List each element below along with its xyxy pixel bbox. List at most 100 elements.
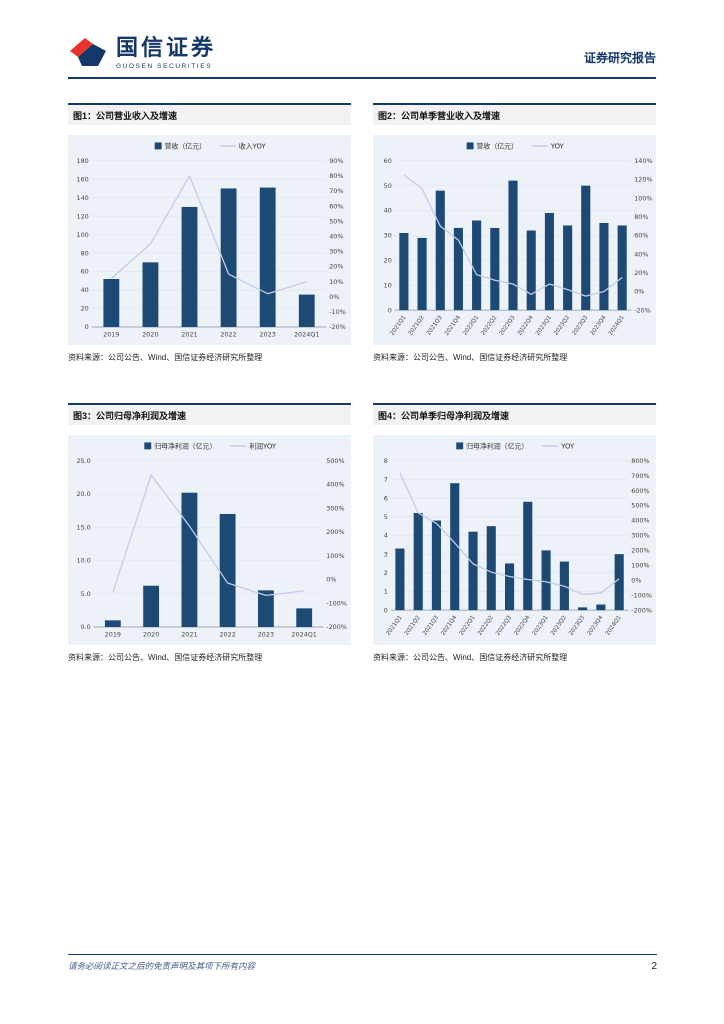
svg-text:500%: 500% — [326, 457, 344, 465]
svg-text:80%: 80% — [329, 172, 343, 180]
svg-text:100%: 100% — [634, 194, 652, 202]
brand-text: 国信证券 GUOSEN SECURITIES — [116, 35, 217, 70]
svg-text:0%: 0% — [326, 575, 336, 583]
svg-text:40%: 40% — [329, 232, 343, 240]
svg-text:2021: 2021 — [181, 330, 197, 338]
svg-text:2022Q4: 2022Q4 — [514, 614, 532, 636]
svg-text:0%: 0% — [634, 288, 644, 296]
svg-text:2020: 2020 — [143, 630, 159, 638]
figure-2-chart-svg: 0 10 20 30 40 50 60 -20% 0% 20% 40% 60% 80% 100% 120% 1… — [384, 141, 653, 337]
svg-text:70%: 70% — [329, 187, 343, 195]
svg-text:-100%: -100% — [631, 591, 652, 599]
figure-3-chart-svg: 0.0 5.0 10.0 15.0 20.0 25.0 -200% -100% 0% 100% 20… — [76, 441, 347, 638]
svg-text:2023Q4: 2023Q4 — [587, 614, 605, 636]
figure-1-title: 图1：公司营业收入及增速 — [68, 103, 351, 125]
svg-text:1: 1 — [384, 587, 388, 595]
svg-text:300%: 300% — [631, 531, 649, 539]
svg-text:5: 5 — [384, 513, 388, 521]
page-number: 2 — [651, 961, 657, 972]
svg-text:400%: 400% — [631, 517, 649, 525]
figure-1-chart-svg: 0 20 40 60 80 100 120 140 160 180 -20% -10% 0% 10% 20%… — [77, 141, 346, 338]
svg-text:2023: 2023 — [258, 630, 274, 638]
svg-text:20: 20 — [81, 305, 89, 313]
svg-text:800%: 800% — [631, 457, 649, 465]
svg-text:600%: 600% — [631, 487, 649, 495]
svg-text:100: 100 — [77, 231, 89, 239]
svg-text:-200%: -200% — [631, 606, 652, 614]
svg-text:2021Q1: 2021Q1 — [386, 614, 404, 636]
brand-name-cn: 国信证券 — [116, 35, 217, 61]
svg-text:500%: 500% — [631, 502, 649, 510]
footer-divider — [68, 954, 657, 955]
figure-4-netprofit-quarterly: 图4：公司单季归母净利润及增速 0 1 2 3 4 5 6 7 8 -200% -100% 0% 100… — [373, 402, 656, 663]
svg-text:140%: 140% — [634, 157, 652, 165]
figure-1-source-note: 资料来源：公司公告、Wind、国信证券经济研究所整理 — [68, 352, 263, 362]
svg-text:60: 60 — [384, 157, 392, 165]
svg-text:6: 6 — [384, 494, 388, 502]
svg-text:3: 3 — [384, 550, 388, 558]
svg-text:8: 8 — [384, 457, 388, 465]
svg-text:0.0: 0.0 — [81, 623, 91, 631]
figure-3-title: 图3：公司归母净利润及增速 — [68, 402, 351, 425]
svg-text:0%: 0% — [631, 576, 641, 584]
svg-text:-100%: -100% — [326, 599, 347, 607]
svg-text:140: 140 — [77, 194, 89, 202]
svg-text:2021Q2: 2021Q2 — [408, 315, 426, 337]
svg-text:7: 7 — [384, 475, 388, 483]
svg-text:40: 40 — [81, 286, 89, 294]
svg-text:180: 180 — [77, 157, 89, 165]
svg-text:2021Q1: 2021Q1 — [390, 315, 408, 337]
svg-text:2022Q1: 2022Q1 — [459, 614, 477, 636]
page-header: 国信证券 GUOSEN SECURITIES 证券研究报告 — [68, 36, 656, 70]
svg-text:10.0: 10.0 — [76, 556, 90, 564]
svg-text:2021Q3: 2021Q3 — [426, 315, 444, 337]
report-type-label: 证券研究报告 — [583, 51, 656, 65]
svg-text:20.0: 20.0 — [76, 490, 90, 498]
svg-text:80%: 80% — [634, 213, 648, 221]
figure-3-chart-area: 0.0 5.0 10.0 15.0 20.0 25.0 -200% -100% 0% 100% 20… — [68, 434, 351, 645]
svg-text:营收（亿元）: 营收（亿元） — [165, 141, 206, 150]
footer-row: 请务必阅读正文之后的免责声明及其项下所有内容 2 — [68, 960, 657, 972]
svg-text:2023Q2: 2023Q2 — [550, 614, 568, 636]
svg-text:归母净利润（亿元）: 归母净利润（亿元） — [466, 441, 528, 450]
svg-text:2022: 2022 — [220, 330, 236, 338]
svg-text:2022Q3: 2022Q3 — [495, 614, 513, 636]
svg-text:25.0: 25.0 — [76, 457, 90, 465]
svg-text:-20%: -20% — [634, 306, 651, 314]
svg-text:100%: 100% — [631, 561, 649, 569]
svg-text:2022Q3: 2022Q3 — [499, 315, 517, 337]
svg-text:2023Q3: 2023Q3 — [568, 614, 586, 636]
header-divider — [68, 77, 656, 79]
svg-text:2023Q1: 2023Q1 — [535, 315, 553, 337]
svg-text:2021: 2021 — [181, 630, 197, 638]
svg-text:0: 0 — [388, 306, 392, 314]
svg-text:2024Q1: 2024Q1 — [291, 630, 316, 638]
svg-text:5.0: 5.0 — [81, 590, 91, 598]
brand-logo: 国信证券 GUOSEN SECURITIES — [68, 36, 216, 70]
svg-text:-10%: -10% — [329, 308, 346, 316]
svg-text:2023: 2023 — [259, 330, 275, 338]
svg-text:50%: 50% — [329, 217, 343, 225]
svg-text:2020: 2020 — [142, 330, 158, 338]
svg-text:2022Q1: 2022Q1 — [462, 315, 480, 337]
footer-disclaimer: 请务必阅读正文之后的免责声明及其项下所有内容 — [68, 961, 256, 971]
svg-text:300%: 300% — [326, 504, 344, 512]
svg-text:2024Q1: 2024Q1 — [294, 330, 319, 338]
page-footer: 请务必阅读正文之后的免责声明及其项下所有内容 2 — [68, 954, 657, 972]
figure-2-chart-area: 0 10 20 30 40 50 60 -20% 0% 20% 40% 60% 80% 100% 120% 1… — [373, 135, 656, 345]
svg-text:40%: 40% — [634, 250, 648, 258]
svg-text:收入YOY: 收入YOY — [239, 141, 267, 150]
svg-text:20%: 20% — [634, 269, 648, 277]
svg-text:2023Q1: 2023Q1 — [532, 614, 550, 636]
svg-text:2021Q4: 2021Q4 — [444, 315, 462, 337]
svg-text:15.0: 15.0 — [76, 523, 90, 531]
svg-text:2: 2 — [384, 569, 388, 577]
figure-4-source-note: 资料来源：公司公告、Wind、国信证券经济研究所整理 — [373, 652, 568, 662]
svg-text:50: 50 — [384, 182, 392, 190]
svg-text:-200%: -200% — [326, 623, 347, 631]
svg-text:2021Q4: 2021Q4 — [440, 614, 458, 636]
svg-text:利润YOY: 利润YOY — [249, 441, 277, 450]
svg-text:90%: 90% — [329, 157, 343, 165]
svg-text:2023Q4: 2023Q4 — [590, 315, 608, 337]
svg-text:160: 160 — [77, 175, 89, 183]
